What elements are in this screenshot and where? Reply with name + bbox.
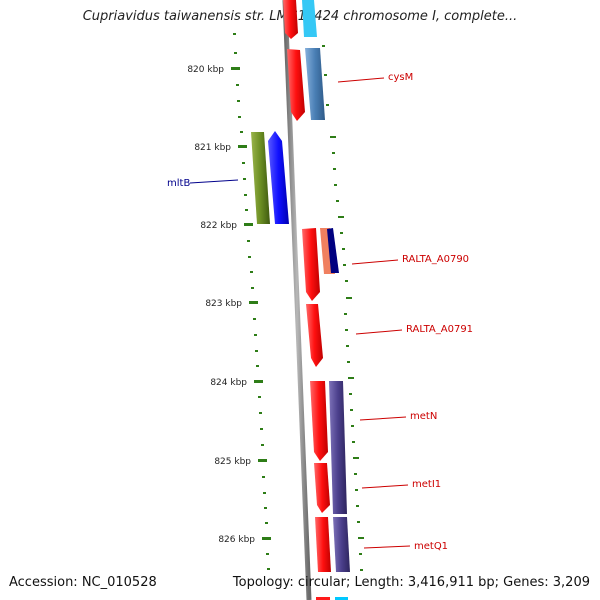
gene-metI1[interactable] (314, 463, 330, 513)
gene-label-metN[interactable]: metN (410, 411, 437, 422)
genome-summary-text: Topology: circular; Length: 3,416,911 bp… (232, 575, 590, 590)
genome-backbone (282, 0, 312, 600)
gene-bottom-partial[interactable] (316, 597, 348, 600)
gene-label-mltB[interactable]: mltB (167, 178, 190, 189)
gene-label-metQ1[interactable]: metQ1 (414, 541, 448, 552)
gene-mltB[interactable] (251, 131, 289, 224)
scale-ticks: 820 kbp 821 kbp 822 kbp 823 kbp 824 kbp … (187, 65, 271, 545)
tick-mark (258, 459, 267, 462)
gene-metN[interactable] (310, 381, 328, 461)
tick-label: 824 kbp (210, 378, 247, 388)
tick-mark (238, 145, 247, 148)
tick-label: 820 kbp (187, 65, 224, 75)
tick-mark (254, 380, 263, 383)
tick-mark (262, 537, 271, 540)
tick-mark (231, 67, 240, 70)
gene-RALTA_A0791[interactable] (306, 304, 323, 367)
label-line (189, 179, 239, 184)
label-line (359, 416, 407, 421)
tick-mark (244, 223, 253, 226)
tick-label: 822 kbp (200, 221, 237, 231)
gene-cysM[interactable] (287, 48, 325, 121)
left-dotted-ruler (233, 33, 270, 570)
label-line (351, 259, 399, 265)
tick-label: 825 kbp (214, 457, 251, 467)
tick-label: 823 kbp (205, 299, 242, 309)
accession-text: Accession: NC_010528 (9, 575, 157, 590)
gene-purple-block[interactable] (329, 381, 350, 572)
gene-label-cysM[interactable]: cysM (388, 72, 413, 83)
tick-mark (249, 301, 258, 304)
map-title: Cupriavidus taiwanensis str. LMG19424 ch… (82, 9, 518, 24)
tick-label: 826 kbp (218, 535, 255, 545)
gene-RALTA_A0790[interactable] (302, 228, 339, 301)
label-line (361, 484, 409, 489)
label-line (355, 329, 403, 335)
gene-label-RALTA_A0790[interactable]: RALTA_A0790 (402, 254, 469, 265)
gene-top-partial[interactable] (283, 0, 317, 39)
right-dotted-ruler (322, 45, 364, 571)
tick-label: 821 kbp (194, 143, 231, 153)
gene-label-metI1[interactable]: metI1 (412, 479, 441, 490)
label-line (363, 545, 411, 549)
label-line (337, 77, 385, 83)
gene-metQ1[interactable] (315, 517, 331, 572)
gene-label-RALTA_A0791[interactable]: RALTA_A0791 (406, 324, 473, 335)
